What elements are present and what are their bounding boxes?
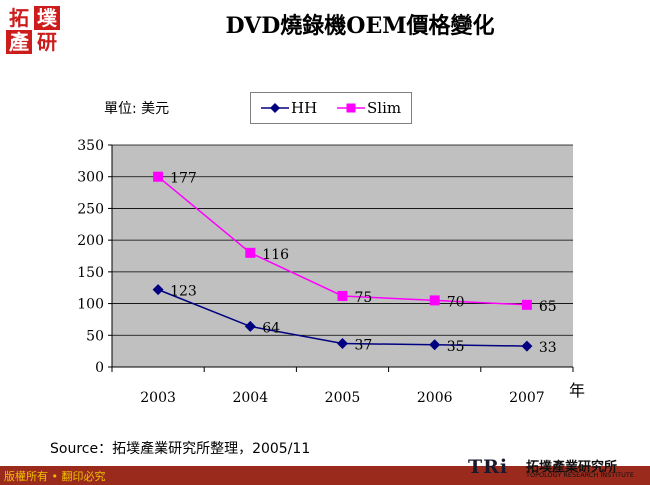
footer-bar [0,466,650,485]
x-axis-title: 年 [569,381,585,400]
legend-label-hh: HH [291,99,318,117]
legend-item-hh: HH [259,93,317,123]
logo-char-3: 產 [6,30,32,54]
data-label-hh: 33 [539,340,557,356]
data-point-hh [244,320,256,332]
x-tick-label: 2007 [509,390,545,406]
series-line-slim [157,176,527,306]
plot-area [112,145,573,367]
logo-char-1: 拓 [9,6,29,30]
unit-label: 單位: 美元 [104,101,170,117]
y-tick-label: 150 [77,265,104,281]
data-label-hh: 37 [355,338,373,354]
data-point-slim [245,247,256,258]
legend-label-slim: Slim [367,99,402,117]
data-label-hh: 35 [447,339,465,355]
data-point-slim [153,171,164,182]
brand-chinese-name: 拓墣產業研究所 [526,460,618,475]
data-point-hh [152,284,164,296]
y-tick-label: 100 [77,297,104,313]
institute-logo: 拓 墣 產 研 [4,4,62,54]
copyright-text: 版權所有 • 翻印必究 [4,470,106,483]
data-point-hh [429,339,441,351]
x-tick-label: 2004 [232,390,268,406]
data-point-slim [429,295,440,306]
data-label-hh: 64 [262,320,280,336]
y-tick-label: 50 [86,328,104,344]
logo-char-4: 研 [37,30,57,54]
y-tick-label: 0 [95,360,104,376]
data-label-slim: 116 [262,247,289,263]
brand-english-name: TOPOLOGY RESEARCH INSTITUTE [526,471,634,479]
x-tick-label: 2006 [417,390,453,406]
y-tick-label: 300 [77,170,104,186]
y-tick-label: 350 [77,138,104,154]
logo-char-2: 墣 [34,6,60,30]
x-tick-label: 2003 [140,390,176,406]
legend-swatch-hh [261,103,289,113]
source-note: Source：拓墣產業研究所整理，2005/11 [50,441,311,457]
data-point-slim [337,290,348,301]
legend-item-slim: Slim [335,93,401,123]
data-label-slim: 70 [447,294,465,310]
slide-title: DVD燒錄機OEM價格變化 [225,13,495,39]
data-label-hh: 123 [170,284,197,300]
data-label-slim: 177 [170,171,197,187]
brand-logo: TRi 拓墣產業研究所 TOPOLOGY RESEARCH INSTITUTE [468,456,646,482]
legend-swatch-slim [337,103,365,113]
chart-legend: HH Slim [250,92,412,124]
data-point-slim [521,299,532,310]
data-label-slim: 65 [539,299,557,315]
series-line-hh [157,288,527,347]
brand-mark: TRi [468,456,509,478]
data-label-slim: 75 [355,290,373,306]
data-point-hh [521,340,533,352]
y-tick-label: 200 [77,233,104,249]
x-tick-label: 2005 [325,390,361,406]
data-point-hh [337,338,348,350]
y-tick-label: 250 [77,201,104,217]
